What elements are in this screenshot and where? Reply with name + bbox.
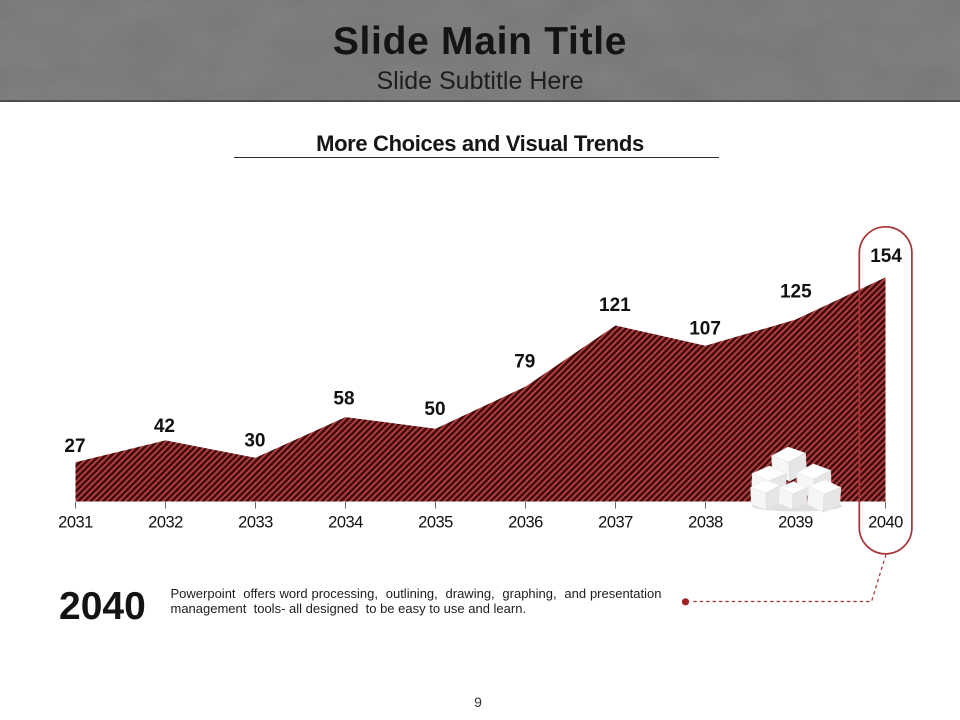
svg-text:2035: 2035 [418,514,453,532]
svg-text:154: 154 [870,246,902,267]
svg-text:2032: 2032 [148,514,183,532]
svg-text:125: 125 [780,281,812,302]
svg-text:2031: 2031 [58,514,93,532]
svg-text:2037: 2037 [598,514,633,532]
svg-text:2033: 2033 [238,514,273,532]
svg-text:2034: 2034 [328,514,363,532]
svg-text:42: 42 [154,416,175,437]
svg-text:2038: 2038 [688,514,723,532]
svg-text:121: 121 [599,295,631,316]
svg-text:58: 58 [333,388,354,409]
svg-text:107: 107 [689,319,721,340]
svg-text:79: 79 [514,352,535,373]
svg-text:2040: 2040 [868,514,903,532]
svg-text:2036: 2036 [508,514,543,532]
svg-text:2039: 2039 [778,514,813,532]
svg-text:27: 27 [64,436,85,457]
svg-text:50: 50 [424,399,445,420]
svg-text:30: 30 [244,430,265,451]
